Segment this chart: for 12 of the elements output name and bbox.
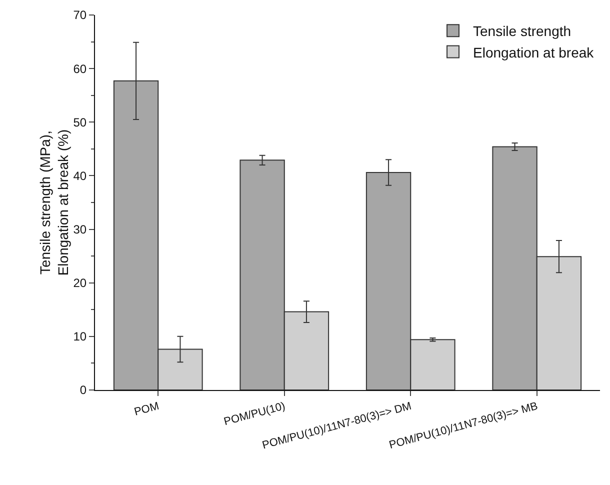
y-tick-label: 40	[73, 168, 87, 183]
y-tick-label: 60	[73, 62, 87, 76]
y-tick-label: 30	[73, 222, 87, 236]
y-tick-label: 70	[73, 8, 87, 22]
y-tick-label: 10	[73, 330, 87, 344]
legend-label: Elongation at break	[473, 44, 595, 60]
y-tick-label: 20	[73, 276, 87, 290]
x-tick-label: POM	[133, 400, 160, 418]
legend-label: Tensile strength	[473, 23, 572, 40]
y-axis-title: Tensile strength (MPa), Elongation at break (%)	[37, 129, 72, 276]
y-tick-label: 0	[80, 383, 87, 398]
y-tick-label: 50	[73, 115, 87, 130]
